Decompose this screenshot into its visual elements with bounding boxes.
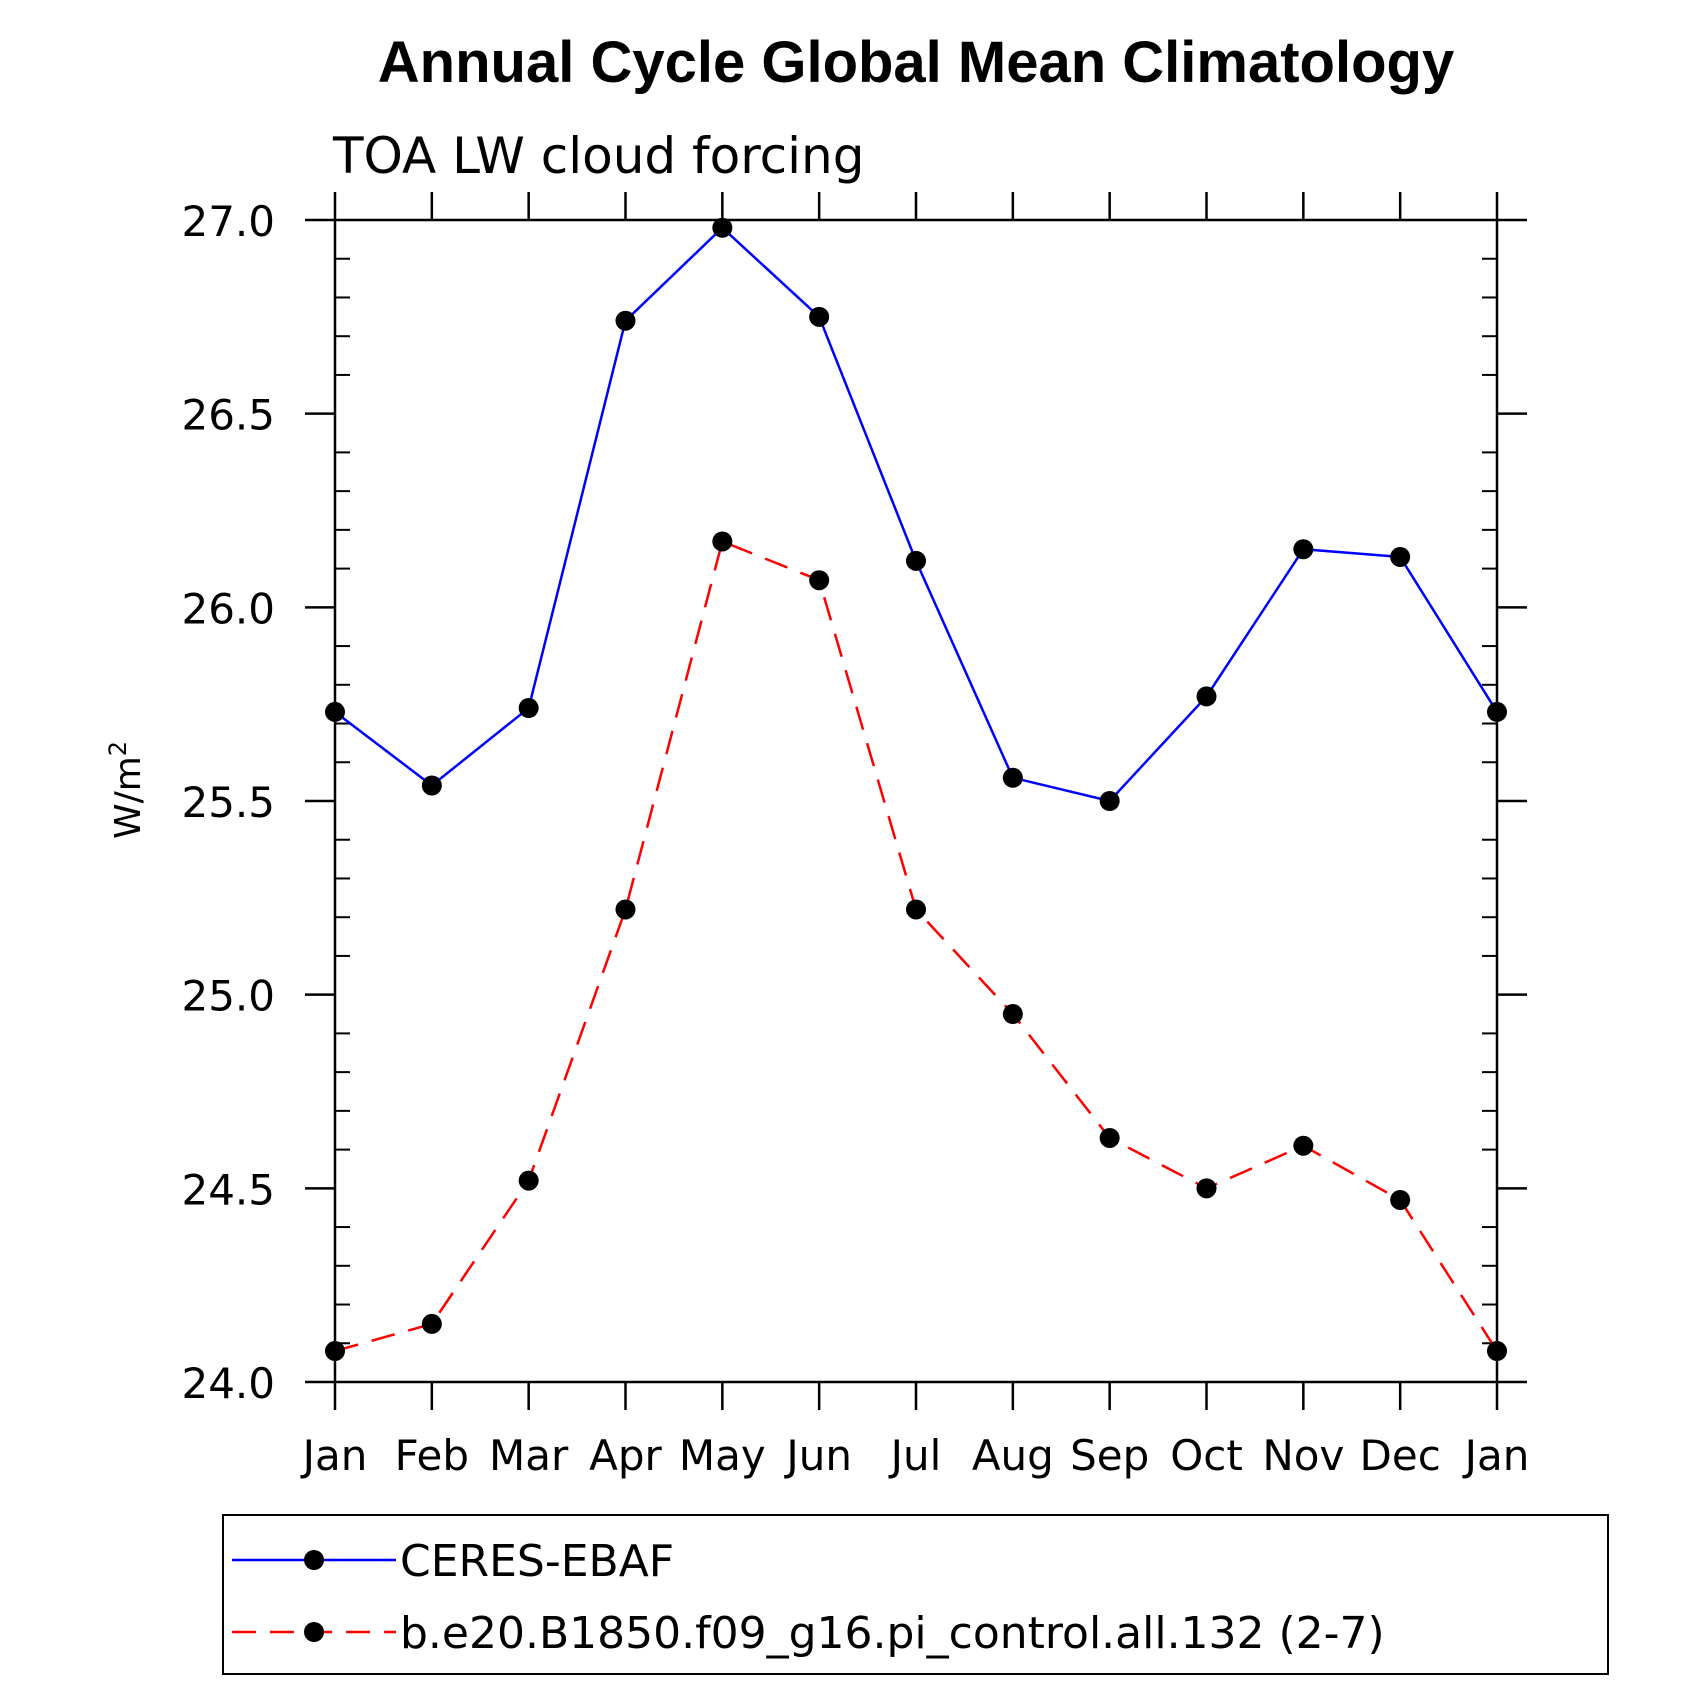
data-point	[325, 1341, 345, 1362]
data-point	[1002, 1004, 1023, 1025]
legend-marker	[304, 1550, 324, 1570]
legend-items: CERES-EBAF b.e20.B1850.f09_g16.pi_control…	[232, 1536, 1385, 1659]
x-tick-label: Jan	[1462, 1431, 1530, 1480]
data-point	[518, 1170, 539, 1191]
series-1	[325, 217, 1507, 811]
data-point	[906, 550, 926, 571]
y-tick-label: 25.5	[181, 778, 275, 827]
series-line	[334, 226, 1499, 803]
data-point	[1390, 546, 1411, 567]
x-tick-label: Jul	[888, 1431, 942, 1480]
data-point	[615, 899, 636, 920]
y-axis-title: W/m2	[104, 741, 149, 839]
x-tick-label: Dec	[1360, 1431, 1441, 1480]
y-axis-label: W/m	[108, 756, 149, 839]
data-point	[1099, 1127, 1120, 1148]
data-point	[712, 531, 733, 552]
x-tick-label: Feb	[395, 1431, 469, 1480]
series-2	[325, 531, 1507, 1362]
data-point	[809, 570, 830, 591]
data-point	[1196, 686, 1217, 707]
y-tick-label: 26.0	[181, 584, 275, 633]
data-point	[615, 310, 636, 331]
series-layer	[325, 217, 1507, 1362]
y-tick-label: 24.0	[181, 1359, 275, 1408]
data-point	[1002, 767, 1023, 788]
y-tick-label: 26.5	[181, 391, 275, 440]
x-tick-label: Jan	[300, 1431, 368, 1480]
svg-text:W/m2: W/m2	[104, 741, 149, 839]
data-point	[906, 899, 926, 920]
y-tick-labels: 24.0 24.5 25.0 25.5 26.0 26.5 27.0	[181, 197, 275, 1408]
chart-subtitle: TOA LW cloud forcing	[332, 127, 864, 185]
x-tick-label: Mar	[489, 1431, 569, 1480]
data-point	[1487, 1341, 1507, 1362]
legend-item-1: CERES-EBAF	[232, 1536, 674, 1587]
data-point	[1293, 1135, 1314, 1156]
legend-box	[222, 1514, 1609, 1675]
data-point	[421, 775, 442, 796]
x-tick-label: Oct	[1170, 1431, 1243, 1480]
x-tick-label: Sep	[1070, 1431, 1149, 1480]
data-point	[1196, 1178, 1217, 1199]
legend-marker	[304, 1622, 324, 1642]
x-tick-label: Apr	[589, 1431, 662, 1480]
series-line	[334, 539, 1499, 1353]
y-axis-label-superscript: 2	[104, 741, 132, 756]
chart-title: Annual Cycle Global Mean Climatology	[378, 30, 1454, 95]
y-tick-label: 25.0	[181, 972, 275, 1021]
x-tick-label: May	[679, 1431, 766, 1480]
axes	[305, 192, 1527, 1410]
y-tick-label: 27.0	[181, 197, 275, 246]
data-point	[712, 217, 733, 238]
y-tick-label: 24.5	[181, 1165, 275, 1214]
data-point	[1487, 701, 1507, 722]
data-point	[325, 701, 345, 722]
x-tick-label: Aug	[972, 1431, 1054, 1480]
data-point	[809, 306, 830, 327]
x-tick-labels: Jan Feb Mar Apr May Jun Jul Aug Sep Oct Nov Dec Jan	[300, 1431, 1530, 1480]
x-tick-label: Nov	[1262, 1431, 1344, 1480]
data-point	[421, 1313, 442, 1334]
legend-label: CERES-EBAF	[400, 1536, 674, 1587]
data-point	[1099, 791, 1120, 811]
x-tick-label: Jun	[783, 1431, 852, 1480]
legend-label: b.e20.B1850.f09_g16.pi_control.all.132 (…	[400, 1608, 1385, 1659]
legend: CERES-EBAF b.e20.B1850.f09_g16.pi_control…	[222, 1514, 1609, 1675]
legend-item-2: b.e20.B1850.f09_g16.pi_control.all.132 (…	[232, 1608, 1385, 1659]
data-point	[1390, 1189, 1411, 1210]
data-point	[1293, 539, 1314, 560]
data-point	[518, 698, 539, 719]
